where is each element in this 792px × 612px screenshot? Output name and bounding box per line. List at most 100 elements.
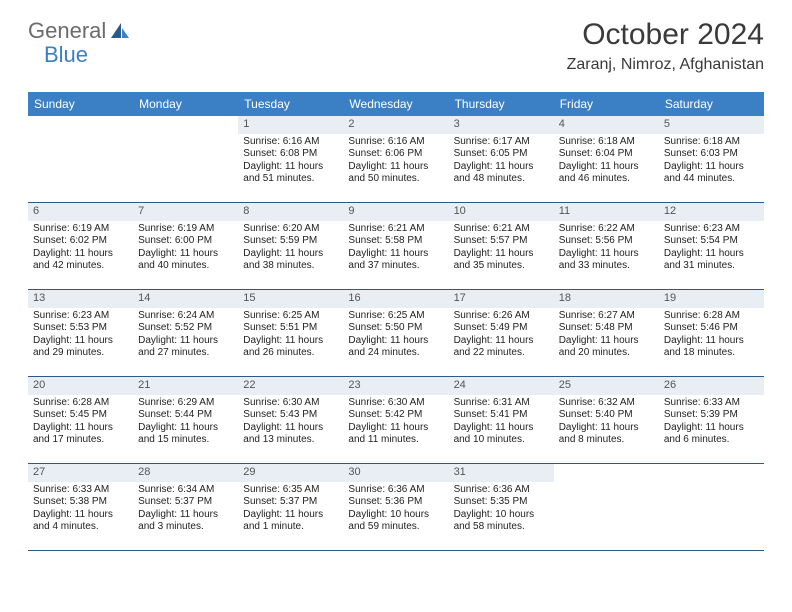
sunset-text: Sunset: 6:03 PM bbox=[664, 148, 759, 161]
day-number: 30 bbox=[343, 464, 448, 482]
sunrise-text: Sunrise: 6:18 AM bbox=[664, 136, 759, 149]
calendar-cell: 26 Sunrise: 6:33 AMSunset: 5:39 PMDayligh… bbox=[659, 377, 764, 463]
calendar-cell: 16Sunrise: 6:25 AMSunset: 5:50 PMDayligh… bbox=[343, 290, 448, 376]
header: General October 2024 Zaranj, Nimroz, Afg… bbox=[0, 0, 792, 82]
sunrise-text: Sunrise: 6:16 AM bbox=[348, 136, 443, 149]
sunset-text: Sunset: 5:36 PM bbox=[348, 496, 443, 509]
daylight-text-2: and 1 minute. bbox=[243, 521, 338, 534]
day-number: 17 bbox=[449, 290, 554, 308]
sunset-text: Sunset: 5:42 PM bbox=[348, 409, 443, 422]
daylight-text-1: Daylight: 11 hours bbox=[454, 248, 549, 261]
daylight-text-1: Daylight: 11 hours bbox=[664, 422, 759, 435]
daylight-text-2: and 31 minutes. bbox=[664, 260, 759, 273]
day-body: Sunrise: 6:36 AMSunset: 5:36 PMDaylight:… bbox=[343, 484, 448, 538]
daylight-text-1: Daylight: 11 hours bbox=[138, 248, 233, 261]
daylight-text-1: Daylight: 11 hours bbox=[243, 422, 338, 435]
calendar-cell: 23 Sunrise: 6:30 AMSunset: 5:42 PMDayligh… bbox=[343, 377, 448, 463]
day-number: 28 bbox=[133, 464, 238, 482]
day-number: 25 bbox=[554, 377, 659, 395]
calendar-cell: 11Sunrise: 6:22 AMSunset: 5:56 PMDayligh… bbox=[554, 203, 659, 289]
daylight-text-1: Daylight: 11 hours bbox=[348, 422, 443, 435]
daylight-text-2: and 17 minutes. bbox=[33, 434, 128, 447]
sunrise-text: Sunrise: 6:25 AM bbox=[348, 310, 443, 323]
sunset-text: Sunset: 5:37 PM bbox=[138, 496, 233, 509]
day-body: Sunrise: 6:27 AMSunset: 5:48 PMDaylight:… bbox=[554, 310, 659, 364]
sunrise-text: Sunrise: 6:16 AM bbox=[243, 136, 338, 149]
sunrise-text: Sunrise: 6:25 AM bbox=[243, 310, 338, 323]
daylight-text-1: Daylight: 11 hours bbox=[33, 335, 128, 348]
daylight-text-1: Daylight: 11 hours bbox=[33, 248, 128, 261]
sunrise-text: Sunrise: 6:27 AM bbox=[559, 310, 654, 323]
daylight-text-1: Daylight: 11 hours bbox=[138, 335, 233, 348]
day-number: 5 bbox=[659, 116, 764, 134]
day-body: Sunrise: 6:23 AMSunset: 5:53 PMDaylight:… bbox=[28, 310, 133, 364]
daylight-text-2: and 6 minutes. bbox=[664, 434, 759, 447]
day-number: 4 bbox=[554, 116, 659, 134]
day-body: Sunrise: 6:22 AMSunset: 5:56 PMDaylight:… bbox=[554, 223, 659, 277]
calendar-cell bbox=[28, 116, 133, 202]
day-body: Sunrise: 6:20 AMSunset: 5:59 PMDaylight:… bbox=[238, 223, 343, 277]
day-body: Sunrise: 6:16 AMSunset: 6:08 PMDaylight:… bbox=[238, 136, 343, 190]
calendar-week: 13Sunrise: 6:23 AMSunset: 5:53 PMDayligh… bbox=[28, 290, 764, 377]
daylight-text-2: and 42 minutes. bbox=[33, 260, 128, 273]
calendar-cell: 12Sunrise: 6:23 AMSunset: 5:54 PMDayligh… bbox=[659, 203, 764, 289]
dayname-friday: Friday bbox=[554, 92, 659, 116]
sunrise-text: Sunrise: 6:30 AM bbox=[348, 397, 443, 410]
day-number: 8 bbox=[238, 203, 343, 221]
daylight-text-2: and 3 minutes. bbox=[138, 521, 233, 534]
daylight-text-1: Daylight: 11 hours bbox=[243, 161, 338, 174]
calendar-cell: 7Sunrise: 6:19 AMSunset: 6:00 PMDaylight… bbox=[133, 203, 238, 289]
calendar-cell: 1Sunrise: 6:16 AMSunset: 6:08 PMDaylight… bbox=[238, 116, 343, 202]
calendar-week: 6Sunrise: 6:19 AMSunset: 6:02 PMDaylight… bbox=[28, 203, 764, 290]
day-body: Sunrise: 6:33 AMSunset: 5:39 PMDaylight:… bbox=[659, 397, 764, 451]
daylight-text-1: Daylight: 11 hours bbox=[664, 335, 759, 348]
day-body: Sunrise: 6:28 AMSunset: 5:46 PMDaylight:… bbox=[659, 310, 764, 364]
logo-sail-icon bbox=[110, 22, 130, 40]
day-body: Sunrise: 6:23 AMSunset: 5:54 PMDaylight:… bbox=[659, 223, 764, 277]
daylight-text-1: Daylight: 11 hours bbox=[454, 335, 549, 348]
calendar-cell: 2Sunrise: 6:16 AMSunset: 6:06 PMDaylight… bbox=[343, 116, 448, 202]
daylight-text-2: and 24 minutes. bbox=[348, 347, 443, 360]
sunset-text: Sunset: 5:45 PM bbox=[33, 409, 128, 422]
day-body: Sunrise: 6:29 AMSunset: 5:44 PMDaylight:… bbox=[133, 397, 238, 451]
day-body: Sunrise: 6:34 AMSunset: 5:37 PMDaylight:… bbox=[133, 484, 238, 538]
daylight-text-1: Daylight: 11 hours bbox=[33, 509, 128, 522]
daylight-text-2: and 22 minutes. bbox=[454, 347, 549, 360]
sunrise-text: Sunrise: 6:17 AM bbox=[454, 136, 549, 149]
sunset-text: Sunset: 5:59 PM bbox=[243, 235, 338, 248]
sunrise-text: Sunrise: 6:33 AM bbox=[664, 397, 759, 410]
sunrise-text: Sunrise: 6:33 AM bbox=[33, 484, 128, 497]
calendar-cell: 10Sunrise: 6:21 AMSunset: 5:57 PMDayligh… bbox=[449, 203, 554, 289]
sunrise-text: Sunrise: 6:29 AM bbox=[138, 397, 233, 410]
daylight-text-2: and 4 minutes. bbox=[33, 521, 128, 534]
day-body: Sunrise: 6:26 AMSunset: 5:49 PMDaylight:… bbox=[449, 310, 554, 364]
daylight-text-1: Daylight: 11 hours bbox=[454, 161, 549, 174]
calendar-cell: 31Sunrise: 6:36 AMSunset: 5:35 PMDayligh… bbox=[449, 464, 554, 550]
day-number: 18 bbox=[554, 290, 659, 308]
calendar-cell: 5Sunrise: 6:18 AMSunset: 6:03 PMDaylight… bbox=[659, 116, 764, 202]
calendar-cell: 8 Sunrise: 6:20 AMSunset: 5:59 PMDaylight… bbox=[238, 203, 343, 289]
daylight-text-1: Daylight: 10 hours bbox=[348, 509, 443, 522]
day-number: 26 bbox=[659, 377, 764, 395]
dayname-monday: Monday bbox=[133, 92, 238, 116]
daylight-text-2: and 37 minutes. bbox=[348, 260, 443, 273]
day-body: Sunrise: 6:35 AMSunset: 5:37 PMDaylight:… bbox=[238, 484, 343, 538]
day-number: 23 bbox=[343, 377, 448, 395]
calendar-cell: 4Sunrise: 6:18 AMSunset: 6:04 PMDaylight… bbox=[554, 116, 659, 202]
day-number: 3 bbox=[449, 116, 554, 134]
daylight-text-2: and 26 minutes. bbox=[243, 347, 338, 360]
sunset-text: Sunset: 6:08 PM bbox=[243, 148, 338, 161]
daylight-text-2: and 27 minutes. bbox=[138, 347, 233, 360]
sunset-text: Sunset: 5:58 PM bbox=[348, 235, 443, 248]
daylight-text-1: Daylight: 11 hours bbox=[348, 248, 443, 261]
sunset-text: Sunset: 5:57 PM bbox=[454, 235, 549, 248]
day-number: 14 bbox=[133, 290, 238, 308]
calendar-cell: 9Sunrise: 6:21 AMSunset: 5:58 PMDaylight… bbox=[343, 203, 448, 289]
sunset-text: Sunset: 5:40 PM bbox=[559, 409, 654, 422]
sunrise-text: Sunrise: 6:23 AM bbox=[664, 223, 759, 236]
dayname-row: Sunday Monday Tuesday Wednesday Thursday… bbox=[28, 92, 764, 116]
sunrise-text: Sunrise: 6:28 AM bbox=[664, 310, 759, 323]
sunrise-text: Sunrise: 6:32 AM bbox=[559, 397, 654, 410]
calendar-cell: 25Sunrise: 6:32 AMSunset: 5:40 PMDayligh… bbox=[554, 377, 659, 463]
day-body: Sunrise: 6:30 AMSunset: 5:43 PMDaylight:… bbox=[238, 397, 343, 451]
